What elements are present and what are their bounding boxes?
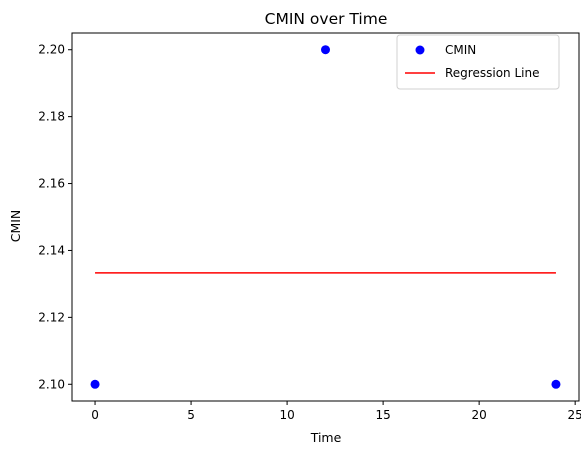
cmin-point <box>321 45 330 55</box>
cmin-point <box>90 379 100 389</box>
x-axis: 0 5 10 15 20 25 <box>91 401 581 422</box>
series-layer <box>90 45 561 389</box>
legend: CMIN Regression Line <box>396 34 560 90</box>
y-tick-label: 2.16 <box>38 177 65 191</box>
chart-title: CMIN over Time <box>265 10 388 28</box>
x-tick-label: 0 <box>91 408 99 422</box>
legend-box <box>396 34 560 90</box>
y-tick-label: 2.18 <box>38 110 65 124</box>
y-tick-label: 2.20 <box>38 43 65 57</box>
x-tick-label: 15 <box>375 408 390 422</box>
y-tick-label: 2.10 <box>38 377 65 391</box>
x-tick-label: 25 <box>568 408 581 422</box>
cmin-point <box>551 379 561 389</box>
plot-area <box>71 32 580 402</box>
y-tick-label: 2.12 <box>38 310 65 324</box>
x-tick-label: 10 <box>279 408 294 422</box>
plot-frame <box>71 32 580 402</box>
x-tick-label: 5 <box>187 408 195 422</box>
legend-marker-cmin <box>415 45 425 55</box>
y-axis: 2.10 2.12 2.14 2.16 2.18 2.20 <box>38 43 72 391</box>
y-tick-label: 2.14 <box>38 243 65 257</box>
legend-label-regression-line: Regression Line <box>445 66 539 80</box>
x-axis-label: Time <box>310 430 342 445</box>
y-axis-label: CMIN <box>8 210 23 243</box>
legend-label-cmin: CMIN <box>445 43 476 57</box>
x-tick-label: 20 <box>471 408 486 422</box>
